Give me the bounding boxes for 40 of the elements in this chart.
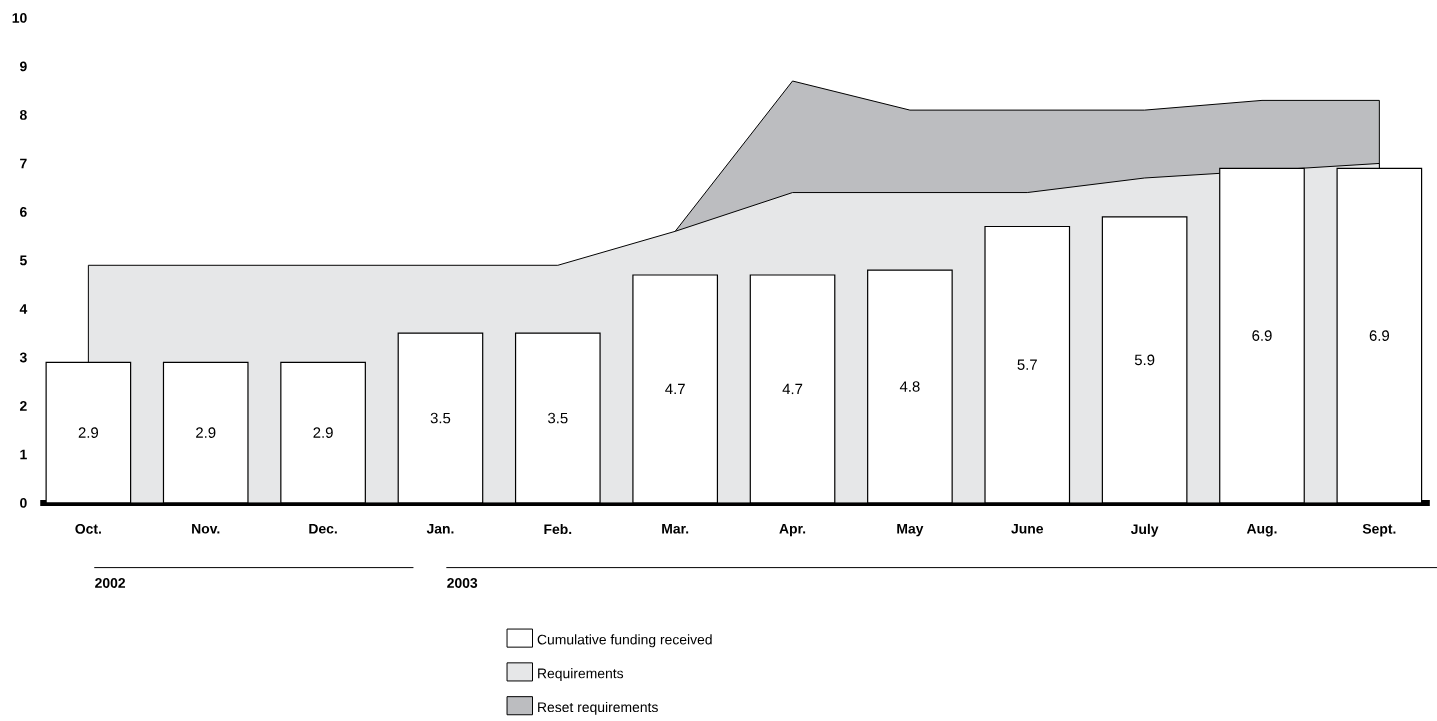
data-label: 6.9 bbox=[1369, 330, 1389, 341]
y-tick-label: 8 bbox=[19, 110, 27, 120]
x-tick-label: Oct. bbox=[75, 523, 101, 534]
x-tick-label: Nov. bbox=[192, 523, 220, 534]
x-tick-label: Apr. bbox=[779, 523, 806, 537]
data-label: 2.9 bbox=[78, 427, 99, 438]
data-label: 2.9 bbox=[313, 427, 333, 438]
x-tick-label: June bbox=[1011, 523, 1044, 534]
y-tick-label: 4 bbox=[19, 304, 28, 314]
y-tick-label: 1 bbox=[20, 449, 27, 460]
legend-label: Reset requirements bbox=[538, 701, 658, 715]
y-tick-label: 10 bbox=[12, 13, 27, 23]
text: 2002 bbox=[95, 578, 126, 588]
data-label: 3.5 bbox=[548, 412, 568, 424]
x-tick-label: Mar. bbox=[662, 523, 689, 534]
data-label: 6.9 bbox=[1252, 330, 1272, 341]
data-label: 5.7 bbox=[1017, 359, 1037, 370]
x-tick-label: May bbox=[897, 523, 924, 537]
y-tick-label: 2 bbox=[19, 401, 27, 411]
legend-label: Cumulative funding received bbox=[537, 634, 712, 648]
data-label: 2.9 bbox=[196, 427, 216, 438]
legend-label: Requirements bbox=[538, 668, 624, 682]
data-label: 4.7 bbox=[782, 383, 803, 395]
x-tick-label: July bbox=[1130, 523, 1159, 537]
data-label: 3.5 bbox=[430, 412, 451, 424]
y-tick-label: 3 bbox=[19, 352, 27, 363]
y-tick-label: 9 bbox=[19, 61, 27, 72]
y-tick-label: 0 bbox=[20, 498, 27, 508]
data-label: 4.8 bbox=[899, 381, 920, 392]
y-tick-label: 6 bbox=[20, 207, 27, 217]
y-tick-label: 5 bbox=[19, 255, 27, 266]
text: 2003 bbox=[447, 578, 478, 588]
y-tick-label: 7 bbox=[20, 158, 27, 169]
x-tick-label: Jan. bbox=[426, 523, 454, 534]
data-label: 4.7 bbox=[665, 383, 685, 395]
x-tick-label: Dec. bbox=[309, 523, 337, 534]
x-tick-label: Sept. bbox=[1362, 523, 1396, 537]
data-label: 5.9 bbox=[1134, 354, 1155, 366]
x-tick-label: Aug. bbox=[1246, 523, 1277, 537]
x-tick-label: Feb. bbox=[544, 523, 572, 535]
